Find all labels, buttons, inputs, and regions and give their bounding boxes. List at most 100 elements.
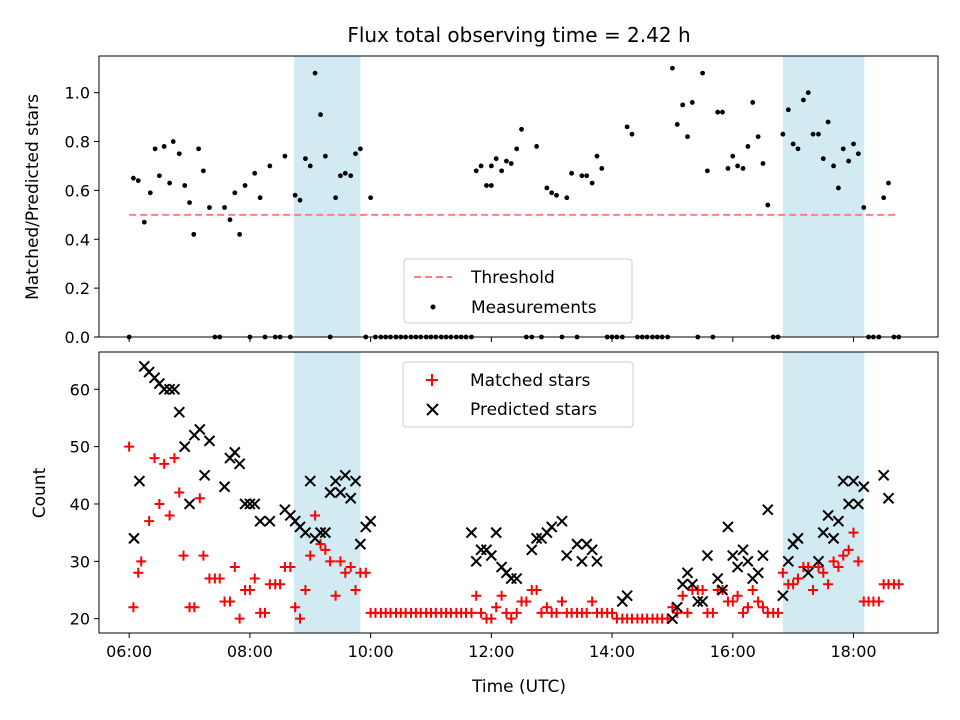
- predicted-star-marker: [465, 526, 478, 539]
- measurement-point: [725, 166, 731, 171]
- counts-panel: 06:00 08:00 10:00 12:00 14:00 16:00 18:00 20 30…: [30, 351, 939, 697]
- measurement-point: [554, 192, 559, 198]
- measurement-point: [825, 119, 831, 125]
- matched-star-marker: [491, 602, 502, 613]
- measurement-point: [740, 166, 746, 171]
- measurement-point: [182, 183, 188, 188]
- measurement-point: [338, 173, 343, 179]
- predicted-star-marker: [530, 532, 543, 545]
- predicted-star-marker: [782, 555, 795, 568]
- matched-star-marker: [813, 562, 824, 573]
- measurement-point: [156, 173, 162, 179]
- predicted-star-marker: [882, 492, 895, 504]
- matched-star-marker: [753, 596, 764, 607]
- matched-star-marker: [823, 579, 834, 590]
- matched-star-marker: [843, 544, 854, 555]
- predicted-star-marker: [244, 498, 256, 510]
- predicted-star-marker: [727, 549, 739, 562]
- predicted-star-marker: [777, 590, 789, 602]
- matched-star-marker: [853, 556, 864, 567]
- predicted-star-marker: [877, 469, 890, 482]
- matched-star-marker: [466, 607, 477, 618]
- predicted-star-marker: [329, 475, 342, 487]
- predicted-star-marker: [364, 515, 377, 527]
- predicted-star-marker: [561, 549, 573, 562]
- measurement-point: [760, 161, 766, 166]
- observing-window-band: [782, 56, 865, 337]
- matched-star-marker: [551, 607, 562, 618]
- matched-star-marker: [581, 607, 592, 618]
- matched-star-marker: [501, 607, 512, 618]
- matched-star-marker: [300, 584, 311, 595]
- matched-star-marker: [128, 602, 139, 613]
- plot-frame: [98, 351, 939, 634]
- matched-star-marker: [833, 562, 844, 573]
- matched-star-marker: [667, 602, 678, 613]
- matched-star-marker: [677, 590, 688, 601]
- y-tick-label: 20: [70, 610, 90, 629]
- matched-star-marker: [305, 550, 316, 561]
- observing-windows: [293, 352, 865, 633]
- predicted-star-marker: [526, 544, 538, 556]
- predicted-star-marker: [571, 538, 583, 550]
- matched-star-marker: [159, 458, 170, 469]
- predicted-star-marker: [591, 555, 603, 568]
- measurement-point: [846, 158, 852, 164]
- predicted-star-marker: [802, 567, 814, 579]
- matched-star-marker: [587, 596, 598, 607]
- predicted-star-marker: [852, 498, 865, 510]
- measurement-point: [252, 170, 258, 176]
- matched-star-marker: [496, 590, 507, 601]
- matched-star-marker: [325, 556, 336, 567]
- measurement-point: [504, 158, 509, 164]
- predicted-star-marker: [229, 446, 241, 459]
- measurement-point: [227, 217, 233, 223]
- measurement-point: [780, 131, 786, 137]
- measurement-point: [161, 144, 167, 149]
- matched-star-marker: [697, 584, 708, 595]
- matched-star-marker: [531, 584, 542, 595]
- matched-star-marker: [486, 613, 497, 624]
- matched-star-marker: [732, 590, 743, 601]
- x-tick-label: 14:00: [589, 642, 635, 661]
- matched-star-marker: [476, 607, 487, 618]
- measurement-point: [135, 178, 141, 184]
- y-tick-label: 60: [70, 380, 90, 399]
- chart-title: Flux total observing time = 2.42 h: [347, 23, 690, 47]
- matched-star-marker: [742, 602, 753, 613]
- y-tick-label: 40: [70, 495, 90, 514]
- measurement-point: [191, 231, 197, 237]
- measurement-point: [629, 131, 635, 137]
- matched-star-marker: [672, 607, 683, 618]
- predicted-star-marker: [510, 572, 523, 585]
- legend: Threshold Measurements: [403, 258, 633, 324]
- measurement-point: [836, 185, 841, 191]
- measurement-point: [599, 166, 605, 171]
- predicted-star-marker: [470, 555, 482, 568]
- matched-star-marker: [873, 596, 884, 607]
- measurement-point: [473, 168, 479, 174]
- measurement-point: [232, 190, 238, 196]
- predicted-star-marker: [812, 555, 825, 568]
- matched-star-marker: [727, 596, 738, 607]
- measurement-point: [348, 173, 354, 179]
- measurement-point: [720, 109, 725, 115]
- predicted-star-marker: [692, 595, 704, 608]
- matched-star-marker: [682, 607, 693, 618]
- predicted-star-marker: [158, 383, 170, 395]
- y-tick-label: 0.0: [65, 328, 90, 347]
- matched-star-marker: [224, 596, 235, 607]
- predicted-star-marker: [173, 406, 185, 418]
- matched-star-marker: [345, 562, 356, 573]
- measurement-point: [357, 146, 363, 152]
- matched-star-marker: [149, 453, 160, 464]
- predicted-star-marker: [183, 498, 196, 510]
- measurement-point: [790, 141, 796, 147]
- measurement-point: [805, 90, 811, 96]
- matched-star-marker: [556, 596, 567, 607]
- x-tick-label: 16:00: [710, 642, 756, 661]
- measurement-point: [267, 163, 273, 169]
- predicted-star-marker: [334, 486, 347, 499]
- legend-measurements-swatch: [430, 304, 436, 310]
- matched-star-marker: [198, 550, 209, 561]
